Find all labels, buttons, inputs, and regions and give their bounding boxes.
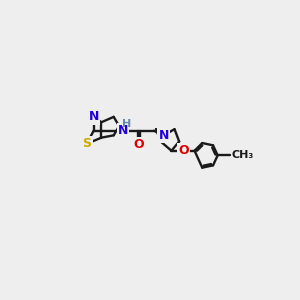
Text: N: N: [118, 124, 128, 137]
Text: O: O: [133, 138, 144, 151]
Text: H: H: [122, 119, 131, 129]
Text: O: O: [178, 144, 189, 157]
Text: CH₃: CH₃: [232, 150, 254, 160]
Text: S: S: [82, 137, 91, 150]
Text: N: N: [88, 110, 99, 123]
Text: N: N: [159, 129, 169, 142]
